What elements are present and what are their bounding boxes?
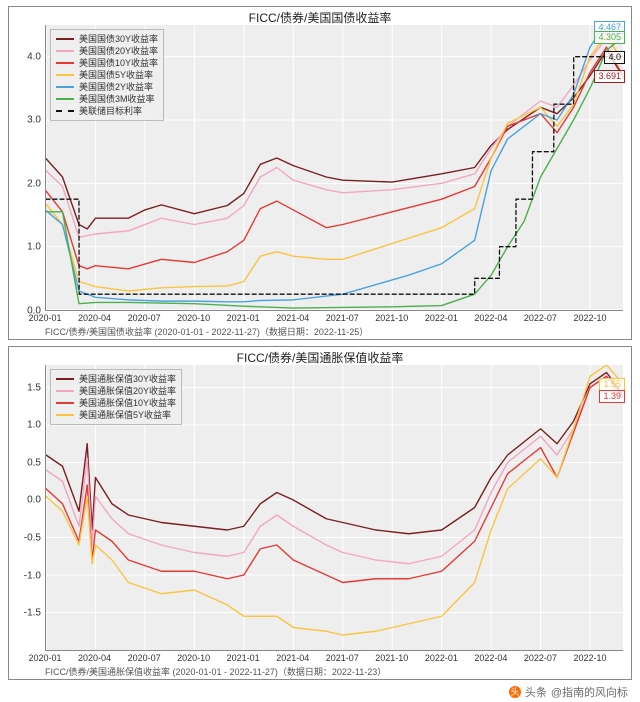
top-chart-title: FICC/债券/美国国债收益率 xyxy=(9,9,631,26)
legend-label: 美国国债5Y收益率 xyxy=(79,69,153,81)
x-tick-label: 2022-07 xyxy=(524,653,557,663)
legend-item: 美国国债2Y收益率 xyxy=(56,81,158,93)
legend-item: 美国通胀保值10Y收益率 xyxy=(56,397,176,409)
legend-label: 美国国债20Y收益率 xyxy=(79,45,158,57)
legend-swatch xyxy=(56,86,74,88)
legend-label: 美国通胀保值30Y收益率 xyxy=(79,373,176,385)
y-tick-label: 1.5 xyxy=(13,382,41,393)
legend-item: 美国通胀保值30Y收益率 xyxy=(56,373,176,385)
top-x-axis: 2020-012020-042020-072020-102021-012021-… xyxy=(45,313,623,325)
x-tick-label: 2020-01 xyxy=(28,313,61,323)
legend-label: 美国国债30Y收益率 xyxy=(79,33,158,45)
y-tick-label: -1.5 xyxy=(13,608,41,619)
author-credit: 头 头条 @指南的风向标 xyxy=(509,684,628,700)
x-tick-label: 2022-04 xyxy=(474,313,507,323)
x-tick-label: 2020-10 xyxy=(177,653,210,663)
top-legend: 美国国债30Y收益率美国国债20Y收益率美国国债10Y收益率美国国债5Y收益率美… xyxy=(50,29,164,121)
y-tick-label: 4.0 xyxy=(13,51,41,62)
legend-item: 美国国债3M收益率 xyxy=(56,93,158,105)
author-prefix: 头条 xyxy=(525,684,547,700)
x-tick-label: 2020-10 xyxy=(177,313,210,323)
legend-label: 美国国债10Y收益率 xyxy=(79,57,158,69)
top-plot-area: 美国国债30Y收益率美国国债20Y收益率美国国债10Y收益率美国国债5Y收益率美… xyxy=(45,25,623,311)
legend-swatch xyxy=(56,98,74,100)
y-tick-label: -0.5 xyxy=(13,533,41,544)
x-tick-label: 2020-01 xyxy=(28,653,61,663)
legend-swatch xyxy=(56,50,74,52)
bottom-plot-area: 美国通胀保值30Y收益率美国通胀保值20Y收益率美国通胀保值10Y收益率美国通胀… xyxy=(45,365,623,651)
x-tick-label: 2021-07 xyxy=(326,313,359,323)
legend-item: 美国国债30Y收益率 xyxy=(56,33,158,45)
y-tick-label: 1.0 xyxy=(13,242,41,253)
legend-item: 美国通胀保值20Y收益率 xyxy=(56,385,176,397)
y-tick-label: 0.0 xyxy=(13,495,41,506)
legend-label: 美国通胀保值10Y收益率 xyxy=(79,397,176,409)
legend-item: 美国国债20Y收益率 xyxy=(56,45,158,57)
legend-swatch xyxy=(56,110,74,112)
x-tick-label: 2021-10 xyxy=(375,653,408,663)
bottom-legend: 美国通胀保值30Y收益率美国通胀保值20Y收益率美国通胀保值10Y收益率美国通胀… xyxy=(50,369,182,425)
bottom-chart-title: FICC/债券/美国通胀保值收益率 xyxy=(9,349,631,366)
legend-swatch xyxy=(56,390,74,392)
legend-swatch xyxy=(56,414,74,416)
y-tick-label: 2.0 xyxy=(13,178,41,189)
end-value-badge: 4.0 xyxy=(604,51,625,64)
x-tick-label: 2021-01 xyxy=(227,313,260,323)
legend-label: 美国国债3M收益率 xyxy=(79,93,155,105)
legend-swatch xyxy=(56,378,74,380)
legend-label: 美国通胀保值20Y收益率 xyxy=(79,385,176,397)
x-tick-label: 2022-10 xyxy=(573,313,606,323)
legend-label: 美联储目标利率 xyxy=(79,105,142,117)
x-tick-label: 2020-07 xyxy=(128,653,161,663)
x-tick-label: 2020-04 xyxy=(78,653,111,663)
x-tick-label: 2022-07 xyxy=(524,313,557,323)
legend-swatch xyxy=(56,74,74,76)
legend-swatch xyxy=(56,38,74,40)
x-tick-label: 2021-04 xyxy=(276,653,309,663)
y-tick-label: 0.5 xyxy=(13,457,41,468)
bottom-x-axis: 2020-012020-042020-072020-102021-012021-… xyxy=(45,653,623,665)
x-tick-label: 2021-04 xyxy=(276,313,309,323)
bottom-chart-panel: FICC/债券/美国通胀保值收益率 -1.5 -1.0 -0.5 0.0 0.5 1.0 1… xyxy=(8,346,632,680)
y-tick-label: 3.0 xyxy=(13,115,41,126)
x-tick-label: 2022-04 xyxy=(474,653,507,663)
bottom-y-axis: -1.5 -1.0 -0.5 0.0 0.5 1.0 1.5 xyxy=(13,365,41,651)
top-chart-panel: FICC/债券/美国国债收益率 0.01.02.03.04.0 美国国债30Y收… xyxy=(8,6,632,340)
x-tick-label: 2022-01 xyxy=(425,653,458,663)
x-tick-label: 2022-01 xyxy=(425,313,458,323)
x-tick-label: 2022-10 xyxy=(573,653,606,663)
x-tick-label: 2021-10 xyxy=(375,313,408,323)
x-tick-label: 2021-07 xyxy=(326,653,359,663)
legend-label: 美国国债2Y收益率 xyxy=(79,81,153,93)
legend-item: 美联储目标利率 xyxy=(56,105,158,117)
y-tick-label: 1.0 xyxy=(13,420,41,431)
x-tick-label: 2020-04 xyxy=(78,313,111,323)
end-value-badge: 3.691 xyxy=(594,70,625,83)
legend-swatch xyxy=(56,402,74,404)
author-handle: @指南的风向标 xyxy=(551,684,628,700)
page-root: FICC/债券/美国国债收益率 0.0 1.0 2.0 3.0 4.0 美国国债30Y收… xyxy=(0,0,640,702)
legend-item: 美国国债5Y收益率 xyxy=(56,69,158,81)
legend-swatch xyxy=(56,62,74,64)
y-tick-label: -1.0 xyxy=(13,570,41,581)
legend-item: 美国通胀保值5Y收益率 xyxy=(56,409,176,421)
x-tick-label: 2021-01 xyxy=(227,653,260,663)
legend-item: 美国国债10Y收益率 xyxy=(56,57,158,69)
x-tick-label: 2020-07 xyxy=(128,313,161,323)
legend-label: 美国通胀保值5Y收益率 xyxy=(79,409,171,421)
end-value-badge: 1.39 xyxy=(599,390,625,403)
end-value-badge: 4.305 xyxy=(594,31,625,44)
top-caption: FICC/债券/美国国债收益率 (2020-01-01 - 2022-11-27… xyxy=(45,325,368,338)
bottom-caption: FICC/债券/美国通胀保值收益率 (2020-01-01 - 2022-11-… xyxy=(45,665,386,678)
top-y-axis: 0.01.02.03.04.0 xyxy=(13,25,41,311)
author-icon: 头 xyxy=(509,686,521,698)
